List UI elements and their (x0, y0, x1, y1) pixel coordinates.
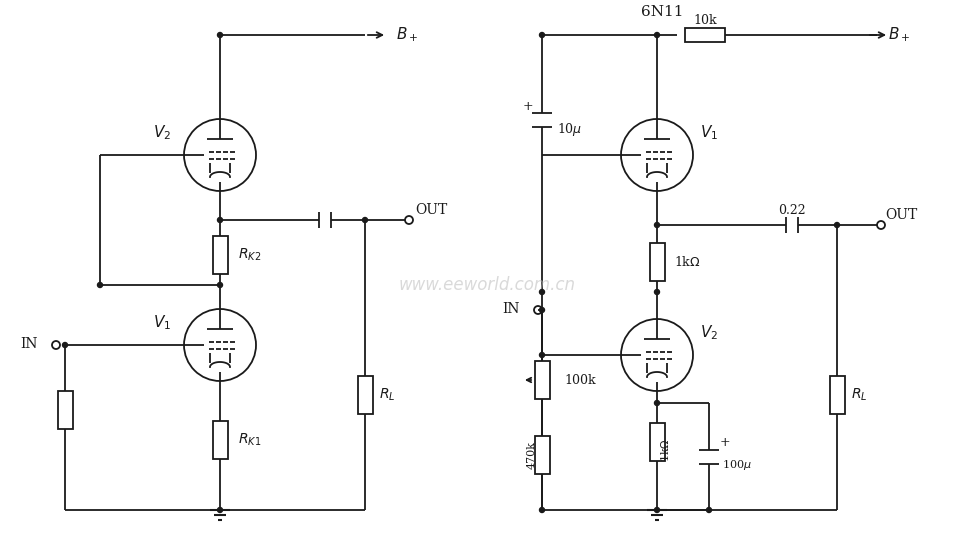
Text: 470k: 470k (527, 441, 537, 469)
Text: IN: IN (20, 337, 38, 351)
Text: $V_2$: $V_2$ (153, 123, 171, 142)
Circle shape (62, 342, 67, 348)
Text: $R_L$: $R_L$ (379, 387, 395, 403)
Circle shape (540, 32, 544, 37)
Text: 6N11: 6N11 (641, 5, 683, 19)
Text: $R_L$: $R_L$ (850, 387, 867, 403)
Text: 10$\mu$: 10$\mu$ (557, 122, 582, 138)
Bar (830, 376, 844, 414)
Circle shape (706, 508, 711, 513)
Text: $R_{K1}$: $R_{K1}$ (239, 432, 262, 448)
Circle shape (655, 400, 659, 405)
Circle shape (655, 32, 659, 37)
Text: +: + (523, 100, 534, 112)
Bar (212, 421, 228, 459)
Circle shape (655, 290, 659, 295)
Bar (685, 28, 725, 42)
Text: 1k$\Omega$: 1k$\Omega$ (659, 438, 671, 462)
Bar (650, 423, 664, 461)
Text: 100$\mu$: 100$\mu$ (722, 458, 752, 471)
Text: $R_{K2}$: $R_{K2}$ (239, 247, 262, 263)
Circle shape (217, 508, 222, 513)
Circle shape (540, 290, 544, 295)
Circle shape (655, 508, 659, 513)
Text: 1k$\Omega$: 1k$\Omega$ (674, 255, 700, 269)
Circle shape (217, 282, 222, 287)
Text: 10k: 10k (693, 14, 717, 27)
Bar (357, 376, 372, 414)
Text: www.eeworld.com.cn: www.eeworld.com.cn (398, 276, 576, 294)
Text: $V_1$: $V_1$ (153, 314, 171, 332)
Bar (212, 236, 228, 274)
Circle shape (835, 222, 840, 227)
Text: OUT: OUT (884, 208, 918, 222)
Text: $B_+$: $B_+$ (888, 26, 910, 44)
Text: $B_+$: $B_+$ (395, 26, 418, 44)
Text: 100k: 100k (564, 374, 596, 386)
Text: $V_2$: $V_2$ (700, 324, 718, 342)
Bar (535, 361, 549, 399)
Circle shape (540, 307, 544, 312)
Bar (57, 391, 72, 429)
Text: +: + (720, 436, 730, 449)
Circle shape (217, 32, 222, 37)
Circle shape (217, 217, 222, 222)
Circle shape (655, 222, 659, 227)
Text: IN: IN (503, 302, 520, 316)
Circle shape (97, 282, 102, 287)
Circle shape (540, 353, 544, 358)
Bar (535, 436, 549, 474)
Text: OUT: OUT (415, 203, 447, 217)
Text: 0.22: 0.22 (778, 203, 805, 216)
Text: $V_1$: $V_1$ (700, 123, 718, 142)
Circle shape (540, 508, 544, 513)
Bar (650, 243, 664, 281)
Circle shape (362, 217, 367, 222)
